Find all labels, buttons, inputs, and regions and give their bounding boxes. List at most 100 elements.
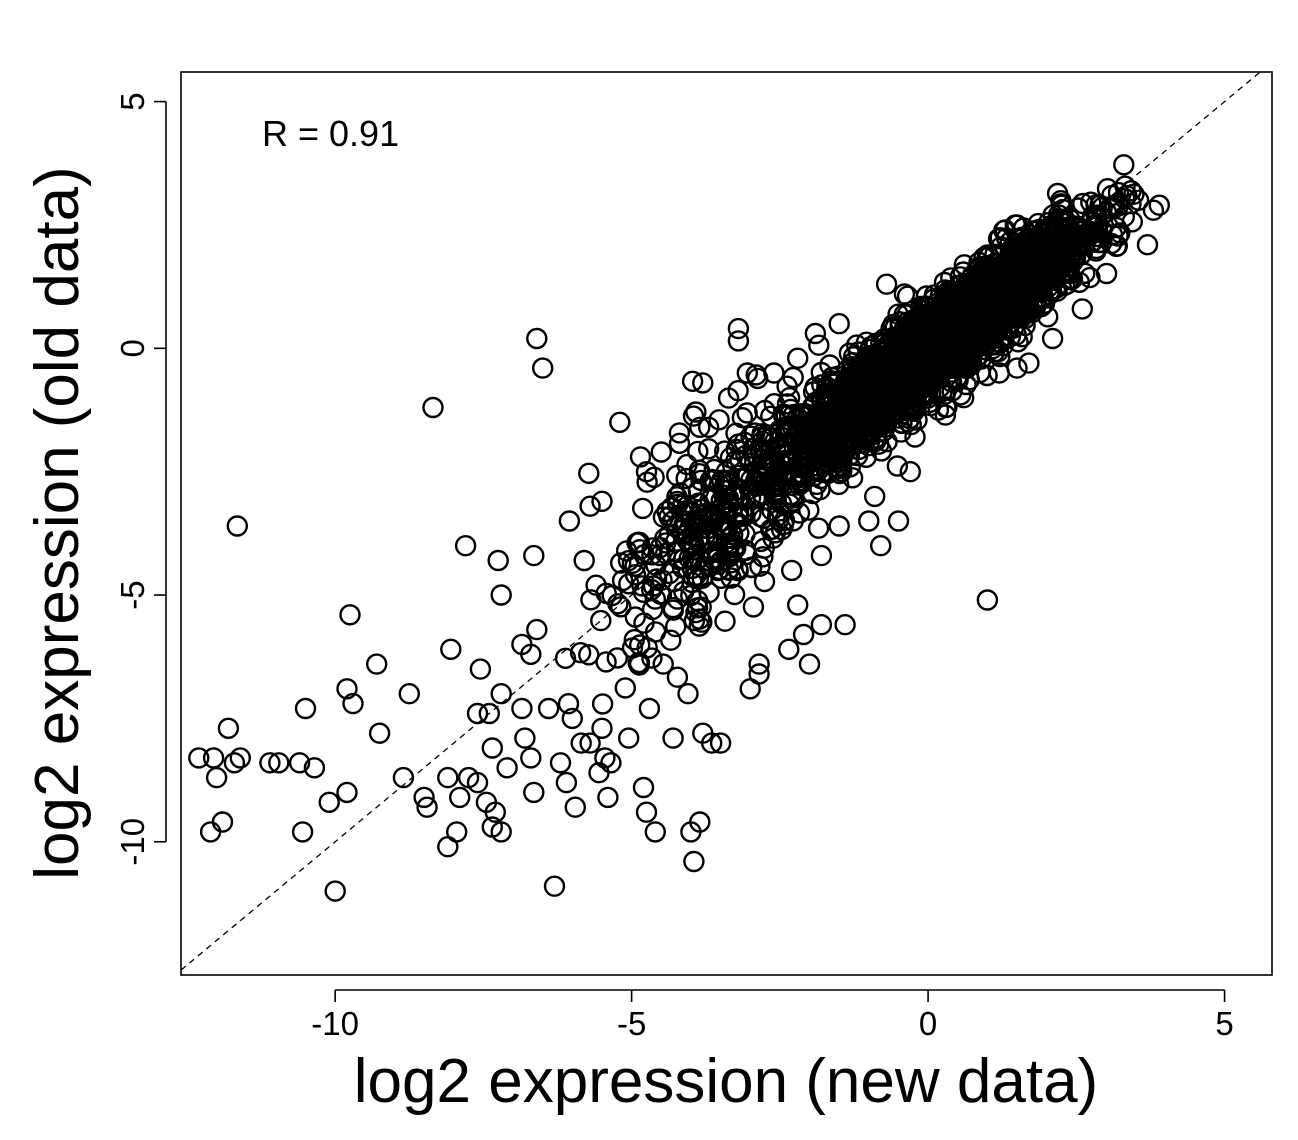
data-point xyxy=(776,393,799,415)
data-point xyxy=(801,482,824,505)
data-point xyxy=(1079,266,1101,289)
data-point xyxy=(188,747,210,769)
data-point xyxy=(740,425,762,447)
data-point xyxy=(1028,218,1051,241)
data-point xyxy=(366,653,388,675)
data-point xyxy=(728,464,750,486)
data-point xyxy=(523,544,545,567)
data-point xyxy=(629,539,651,561)
data-point xyxy=(336,781,358,804)
data-point xyxy=(1045,240,1068,263)
data-point xyxy=(662,727,684,749)
data-point xyxy=(635,801,658,823)
data-point xyxy=(591,717,613,739)
data-point xyxy=(995,266,1017,288)
data-point xyxy=(1038,280,1061,302)
data-point xyxy=(655,532,677,554)
data-point xyxy=(1048,243,1070,266)
data-point xyxy=(259,752,281,774)
data-point xyxy=(699,504,721,527)
data-point xyxy=(794,402,816,425)
data-point xyxy=(858,510,880,532)
data-point xyxy=(828,313,850,335)
data-point xyxy=(199,821,222,843)
data-point xyxy=(422,396,444,419)
data-point xyxy=(688,459,711,481)
data-point xyxy=(342,692,364,715)
data-point xyxy=(609,411,631,433)
correlation-annotation: R = 0.91 xyxy=(262,113,399,154)
data-point xyxy=(763,466,785,488)
data-point xyxy=(879,346,902,368)
data-point xyxy=(892,325,915,347)
data-point xyxy=(717,536,739,558)
data-point xyxy=(742,437,764,459)
data-point xyxy=(324,880,346,902)
data-point xyxy=(698,581,720,604)
data-point xyxy=(798,653,821,675)
data-point xyxy=(569,642,592,664)
data-point xyxy=(710,489,732,512)
data-point xyxy=(692,372,714,394)
data-point xyxy=(1025,235,1047,258)
data-point xyxy=(787,347,809,369)
data-point xyxy=(709,732,732,754)
data-point xyxy=(618,727,640,749)
data-point xyxy=(679,533,701,555)
data-point xyxy=(629,634,651,656)
data-point xyxy=(629,446,652,468)
data-point xyxy=(752,546,774,568)
data-point xyxy=(687,440,709,463)
data-point xyxy=(909,352,931,374)
data-point xyxy=(975,261,998,283)
data-point xyxy=(803,449,825,471)
data-point xyxy=(761,499,783,521)
data-point xyxy=(469,658,492,680)
data-point xyxy=(917,381,939,403)
data-point xyxy=(484,801,506,823)
data-point xyxy=(1148,194,1171,216)
data-point xyxy=(994,219,1016,241)
data-point xyxy=(440,638,462,660)
data-point xyxy=(481,737,503,759)
data-point xyxy=(933,295,955,317)
data-point xyxy=(398,683,420,705)
data-point xyxy=(955,373,977,396)
data-point xyxy=(698,438,720,460)
data-point xyxy=(658,562,681,585)
data-point xyxy=(549,752,572,774)
data-point xyxy=(487,549,509,572)
data-point xyxy=(687,590,709,612)
data-point xyxy=(526,327,548,350)
data-point xyxy=(804,376,826,399)
points-layer xyxy=(188,154,1171,902)
data-point xyxy=(303,757,326,779)
data-point xyxy=(413,786,435,809)
data-point xyxy=(671,557,694,579)
plot-frame xyxy=(180,71,1273,976)
data-point xyxy=(454,535,477,557)
data-point xyxy=(1046,182,1069,205)
data-point xyxy=(606,647,628,669)
data-point xyxy=(392,766,415,789)
data-point xyxy=(520,747,542,769)
data-point xyxy=(652,506,675,528)
data-point xyxy=(490,821,512,843)
data-point xyxy=(927,332,949,354)
data-point xyxy=(792,463,815,486)
data-point xyxy=(934,404,957,426)
data-point xyxy=(781,559,803,582)
data-point xyxy=(727,317,750,340)
data-point xyxy=(756,424,779,447)
data-point xyxy=(949,347,971,369)
data-point xyxy=(859,361,881,383)
data-point xyxy=(683,850,705,873)
data-point xyxy=(600,752,622,774)
data-point xyxy=(829,462,851,485)
data-point xyxy=(703,458,725,481)
data-point xyxy=(796,413,818,436)
data-point xyxy=(557,693,580,715)
data-point xyxy=(935,396,957,419)
data-point xyxy=(858,431,881,453)
data-point xyxy=(523,781,545,804)
